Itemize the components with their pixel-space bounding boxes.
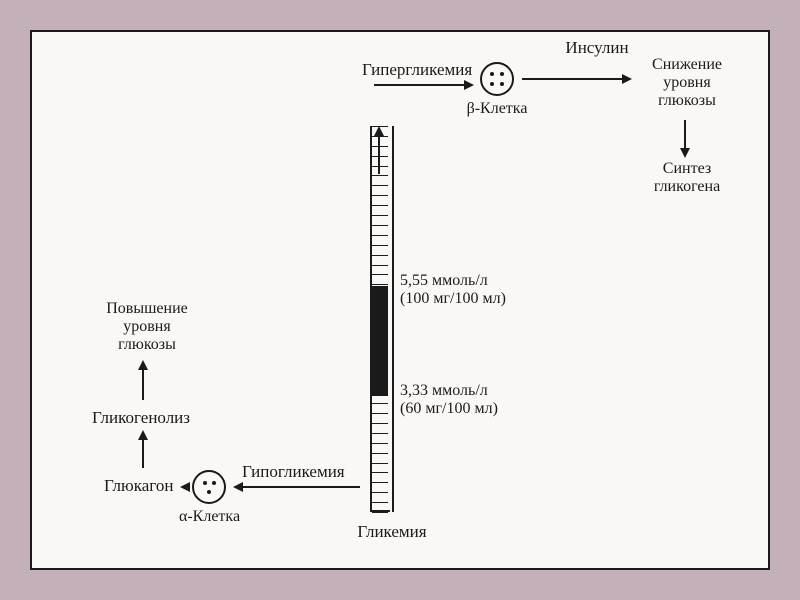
glycemia-label: Гликемия [332, 522, 452, 542]
insulin-label: Инсулин [552, 38, 642, 58]
glucose-increase-label: Повышение уровня глюкозы [87, 300, 207, 354]
alpha-cell-icon [192, 470, 226, 504]
arrow-beta-to-reduction [522, 78, 622, 80]
glycogenolysis-label: Гликогенолиз [92, 408, 190, 428]
hypoglycemia-label: Гипогликемия [242, 462, 345, 482]
diagram-panel: 5,55 ммоль/л (100 мг/100 мл) 3,33 ммоль/… [30, 30, 770, 570]
beta-cell-icon [480, 62, 514, 96]
arrow-reduction-to-synthesis [684, 120, 686, 148]
upper-threshold-label: 5,55 ммоль/л (100 мг/100 мл) [400, 272, 506, 309]
arrow-hyper-to-beta [374, 84, 464, 86]
hyperglycemia-label: Гипергликемия [362, 60, 472, 80]
arrow-glycogenolysis-to-increase [142, 370, 144, 400]
arrow-hypo-to-alpha [243, 486, 360, 488]
glycemia-scale [370, 126, 390, 512]
lower-threshold-label: 3,33 ммоль/л (60 мг/100 мл) [400, 382, 498, 419]
scale-up-arrow [378, 134, 380, 174]
beta-cell-label: β-Клетка [457, 100, 537, 118]
glucagon-label: Глюкагон [104, 476, 173, 496]
glucose-reduction-label: Снижение уровня глюкозы [632, 56, 742, 110]
arrow-glucagon-to-glycogenolysis [142, 440, 144, 468]
alpha-cell-label: α-Клетка [162, 508, 257, 526]
normal-band [372, 286, 388, 396]
glycogen-synthesis-label: Синтез гликогена [632, 160, 742, 196]
